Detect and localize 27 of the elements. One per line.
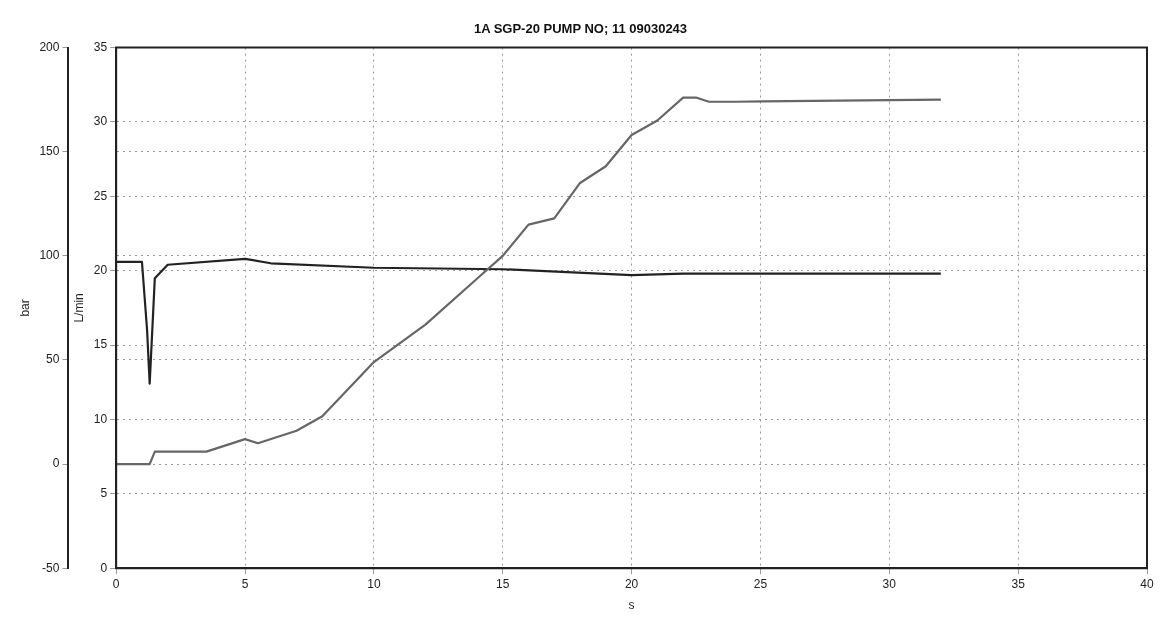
x-tick-label: 10 [367, 576, 381, 591]
y2-tick-label: 20 [93, 263, 108, 278]
x-tick-label: 40 [1140, 576, 1154, 591]
x-tick-label: 0 [112, 576, 120, 591]
y-tick-label: 100 [39, 248, 60, 263]
y2-axis-title: L/min [71, 293, 86, 323]
y-tick-label: 150 [39, 144, 60, 159]
y2-tick-label: 5 [100, 486, 108, 501]
y2-tick-label: 25 [93, 188, 108, 203]
x-tick-label: 20 [624, 576, 639, 591]
y2-tick-label: 15 [93, 337, 108, 352]
y2-tick-label: 10 [93, 411, 108, 426]
chart-title: 1A SGP-20 PUMP NO; 11 09030243 [473, 21, 688, 37]
y-tick-label: 0 [52, 456, 60, 471]
x-tick-label: 5 [241, 576, 249, 591]
x-axis-title: s [628, 598, 635, 613]
y-axis-title: bar [17, 299, 32, 317]
x-tick-label: 25 [753, 576, 768, 591]
x-tick-label: 15 [496, 576, 510, 591]
y2-tick-label: 35 [93, 39, 108, 54]
y-tick-label: 200 [39, 39, 60, 54]
y-tick-label: 50 [46, 352, 60, 367]
x-tick-label: 30 [882, 576, 897, 591]
y2-tick-label: 30 [93, 114, 108, 129]
y-tick-label: -50 [42, 560, 60, 575]
y2-tick-label: 0 [100, 560, 108, 575]
x-tick-label: 35 [1011, 576, 1026, 591]
